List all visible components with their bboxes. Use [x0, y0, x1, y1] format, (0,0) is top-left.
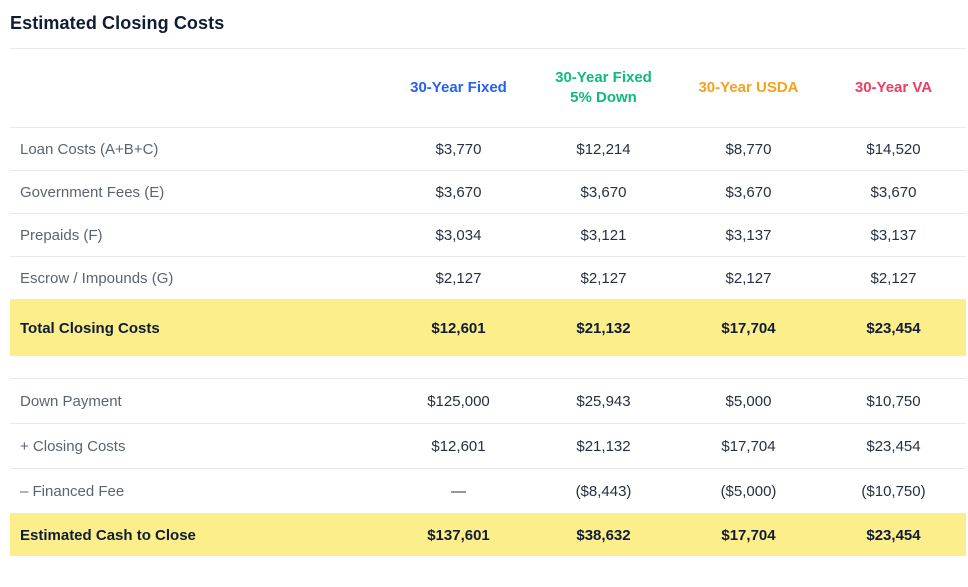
cell-value: ($10,750): [861, 482, 926, 500]
cell-value: $38,632: [576, 526, 631, 544]
table-row-estimated-cash-to-close: Estimated Cash to Close $137,601 $38,632…: [10, 514, 966, 556]
row-label: – Financed Fee: [20, 482, 125, 500]
column-header-30yr-fixed-5down: 30-Year Fixed 5% Down: [531, 68, 676, 109]
cell-value: $3,121: [580, 226, 627, 244]
cell-value: $3,137: [870, 226, 917, 244]
table-row-prepaids: Prepaids (F) $3,034 $3,121 $3,137 $3,137: [10, 214, 966, 257]
cell-value: $21,132: [576, 319, 631, 337]
divider: [10, 127, 966, 128]
cell-value: $12,214: [576, 140, 631, 158]
column-header-30yr-fixed: 30-Year Fixed: [386, 78, 531, 98]
column-header-label: 30-Year Fixed: [410, 78, 507, 96]
row-label: Escrow / Impounds (G): [20, 269, 174, 287]
cell-value: $3,770: [435, 140, 482, 158]
cell-value: $3,670: [435, 183, 482, 201]
cell-value: ($8,443): [575, 482, 632, 500]
table-container: 30-Year Fixed 30-Year Fixed 5% Down 30-Y…: [10, 48, 966, 556]
cell-value: $17,704: [721, 319, 776, 337]
cell-value: $5,000: [725, 392, 772, 410]
cell-value: —: [451, 482, 466, 500]
row-label: Loan Costs (A+B+C): [20, 140, 159, 158]
cell-value: $2,127: [580, 269, 627, 287]
table-header-row: 30-Year Fixed 30-Year Fixed 5% Down 30-Y…: [10, 49, 966, 127]
row-label: + Closing Costs: [20, 437, 126, 455]
table-row-down-payment: Down Payment $125,000 $25,943 $5,000 $10…: [10, 379, 966, 424]
row-label: Government Fees (E): [20, 183, 165, 201]
section-gap: [10, 356, 966, 378]
column-header-30yr-va: 30-Year VA: [821, 78, 966, 98]
cell-value: $23,454: [866, 319, 921, 337]
row-label: Down Payment: [20, 392, 122, 410]
cell-value: $2,127: [435, 269, 482, 287]
cell-value: $3,034: [435, 226, 482, 244]
table-row-financed-fee: – Financed Fee — ($8,443) ($5,000) ($10,…: [10, 469, 966, 514]
table-row-loan-costs: Loan Costs (A+B+C) $3,770 $12,214 $8,770…: [10, 128, 966, 171]
cell-value: $3,670: [870, 183, 917, 201]
table-row-escrow-impounds: Escrow / Impounds (G) $2,127 $2,127 $2,1…: [10, 257, 966, 300]
cell-value: $23,454: [866, 437, 921, 455]
column-header-label: 30-Year USDA: [698, 78, 799, 96]
cell-value: $3,670: [580, 183, 627, 201]
cell-value: $125,000: [427, 392, 490, 410]
cell-value: $10,750: [866, 392, 921, 410]
cell-value: $17,704: [721, 437, 776, 455]
cell-value: $25,943: [576, 392, 631, 410]
table-row-government-fees: Government Fees (E) $3,670 $3,670 $3,670…: [10, 171, 966, 214]
cell-value: $3,670: [725, 183, 772, 201]
cell-value: $14,520: [866, 140, 921, 158]
column-header-30yr-usda: 30-Year USDA: [676, 78, 821, 98]
table-row-total-closing-costs: Total Closing Costs $12,601 $21,132 $17,…: [10, 300, 966, 356]
cell-value: $3,137: [725, 226, 772, 244]
cell-value: ($5,000): [720, 482, 777, 500]
cell-value: $137,601: [427, 526, 490, 544]
page-title: Estimated Closing Costs: [10, 13, 225, 33]
cell-value: $23,454: [866, 526, 921, 544]
divider: [10, 378, 966, 379]
column-header-label: 30-Year Fixed: [555, 68, 652, 86]
cell-value: $12,601: [431, 437, 486, 455]
table-row-closing-costs: + Closing Costs $12,601 $21,132 $17,704 …: [10, 424, 966, 469]
cell-value: $2,127: [870, 269, 917, 287]
row-label: Estimated Cash to Close: [20, 526, 196, 544]
cell-value: $17,704: [721, 526, 776, 544]
cell-value: $21,132: [576, 437, 631, 455]
column-header-label-line2: 5% Down: [570, 89, 637, 106]
row-label: Prepaids (F): [20, 226, 103, 244]
divider: [10, 48, 966, 49]
column-header-label: 30-Year VA: [854, 78, 933, 96]
cell-value: $2,127: [725, 269, 772, 287]
cell-value: $12,601: [431, 319, 486, 337]
row-label: Total Closing Costs: [20, 319, 160, 337]
cell-value: $8,770: [725, 140, 772, 158]
